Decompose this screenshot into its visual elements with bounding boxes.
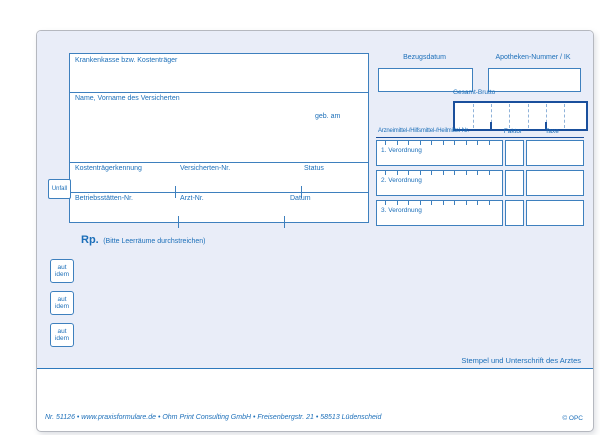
column-header-taxe: Taxe: [545, 128, 559, 135]
footer-copyright: © OPC: [562, 415, 583, 422]
group-tick-mark: [490, 122, 493, 129]
divider: [70, 162, 368, 163]
digit-separator: [527, 104, 529, 128]
digit-tick-mark: [465, 141, 467, 145]
digit-tick-mark: [477, 171, 478, 175]
header-rule: [376, 137, 584, 138]
digit-tick-mark: [477, 201, 478, 205]
digit-tick-mark: [396, 141, 398, 145]
unfall-label: Unfall: [51, 186, 68, 192]
digit-separator: [491, 104, 493, 128]
apotheken-nummer-label: Apotheken-Nummer / IK: [495, 54, 571, 61]
prescription-form: Krankenkasse bzw. Kostenträger Name, Vor…: [36, 30, 594, 432]
aut-idem-label: aut: [57, 264, 67, 271]
rp-line: Rp. (Bitte Leerräume durchstreichen): [81, 230, 206, 248]
tick-mark: [178, 216, 179, 228]
apotheken-nummer-field: [488, 68, 581, 92]
digit-tick-mark: [442, 201, 444, 205]
unfall-checkbox: Unfall: [48, 179, 71, 199]
rp-note: (Bitte Leerräume durchstreichen): [103, 238, 206, 245]
aut-idem-checkbox-1: aut idem: [50, 259, 74, 283]
aut-idem-label: idem: [54, 335, 70, 342]
divider: [70, 192, 368, 193]
digit-tick-mark: [385, 141, 386, 145]
digit-tick-mark: [442, 171, 444, 175]
patient-name-label: Name, Vorname des Versicherten: [75, 95, 180, 102]
digit-tick-mark: [488, 141, 490, 145]
aut-idem-checkbox-2: aut idem: [50, 291, 74, 315]
tick-mark: [284, 216, 285, 228]
doctor-number-label: Arzt-Nr.: [180, 195, 204, 202]
aut-idem-label: aut: [57, 296, 67, 303]
digit-tick-mark: [488, 171, 490, 175]
verordnung-3-field: 3. Verordnung: [376, 200, 503, 226]
gesamt-brutto-field: [453, 101, 588, 131]
prescription-row-3: 3. Verordnung: [376, 200, 584, 226]
faktor-3-field: [505, 200, 524, 226]
aut-idem-label: idem: [54, 271, 70, 278]
footer-imprint: Nr. 51126 • www.praxisformulare.de • Ohm…: [45, 414, 382, 421]
payer-label: Krankenkasse bzw. Kostenträger: [75, 57, 178, 64]
birthdate-label: geb. am: [315, 113, 341, 120]
digit-tick-mark: [442, 141, 444, 145]
digit-tick-mark: [454, 201, 455, 205]
digit-tick-mark: [408, 171, 409, 175]
digit-tick-mark: [431, 201, 432, 205]
digit-tick-mark: [431, 171, 432, 175]
practice-number-label: Betriebsstätten-Nr.: [75, 195, 133, 202]
digit-tick-mark: [431, 141, 432, 145]
verordnung-3-label: 3. Verordnung: [381, 207, 422, 214]
column-header-faktor: Faktor: [503, 128, 523, 135]
digit-tick-mark: [396, 201, 398, 205]
aut-idem-label: aut: [57, 328, 67, 335]
digit-tick-mark: [408, 201, 409, 205]
digit-tick-mark: [396, 171, 398, 175]
digit-separator: [563, 104, 565, 128]
insurance-patient-box: Krankenkasse bzw. Kostenträger Name, Vor…: [69, 53, 369, 228]
faktor-1-field: [505, 140, 524, 166]
status-label: Status: [304, 165, 324, 172]
digit-tick-mark: [419, 141, 421, 145]
bezugsdatum-field: [378, 68, 473, 92]
digit-tick-mark: [419, 201, 421, 205]
digit-tick-mark: [385, 171, 386, 175]
verordnung-1-field: 1. Verordnung: [376, 140, 503, 166]
verordnung-2-label: 2. Verordnung: [381, 177, 422, 184]
faktor-2-field: [505, 170, 524, 196]
prescription-row-1: 1. Verordnung: [376, 140, 584, 166]
gesamt-brutto-label: Gesamt-Brutto: [453, 89, 496, 96]
bezugsdatum-label: Bezugsdatum: [403, 54, 446, 61]
digit-separator: [545, 104, 547, 128]
date-label: Datum: [290, 195, 311, 202]
stempel-label: Stempel und Unterschrift des Arztes: [461, 356, 581, 365]
aut-idem-label: idem: [54, 303, 70, 310]
aut-idem-checkbox-3: aut idem: [50, 323, 74, 347]
digit-tick-mark: [465, 171, 467, 175]
digit-tick-mark: [477, 141, 478, 145]
taxe-3-field: [526, 200, 584, 226]
verordnung-2-field: 2. Verordnung: [376, 170, 503, 196]
payer-id-label: Kostenträgerkennung: [75, 165, 142, 172]
prescription-row-2: 2. Verordnung: [376, 170, 584, 196]
taxe-2-field: [526, 170, 584, 196]
digit-tick-mark: [454, 141, 455, 145]
digit-tick-mark: [419, 171, 421, 175]
taxe-1-field: [526, 140, 584, 166]
digit-separator: [509, 104, 511, 128]
insured-number-label: Versicherten-Nr.: [180, 165, 231, 172]
column-header-nr: Arzneimittel-/Hilfsmittel-/Heilmittel-Nr…: [378, 128, 469, 134]
digit-separator: [473, 104, 475, 128]
verordnung-1-label: 1. Verordnung: [381, 147, 422, 154]
digit-tick-mark: [488, 201, 490, 205]
rp-label: Rp.: [81, 234, 99, 246]
digit-tick-mark: [408, 141, 409, 145]
digit-tick-mark: [385, 201, 386, 205]
digit-tick-mark: [454, 171, 455, 175]
digit-tick-mark: [465, 201, 467, 205]
group-tick-mark: [544, 122, 547, 129]
divider: [70, 92, 368, 93]
